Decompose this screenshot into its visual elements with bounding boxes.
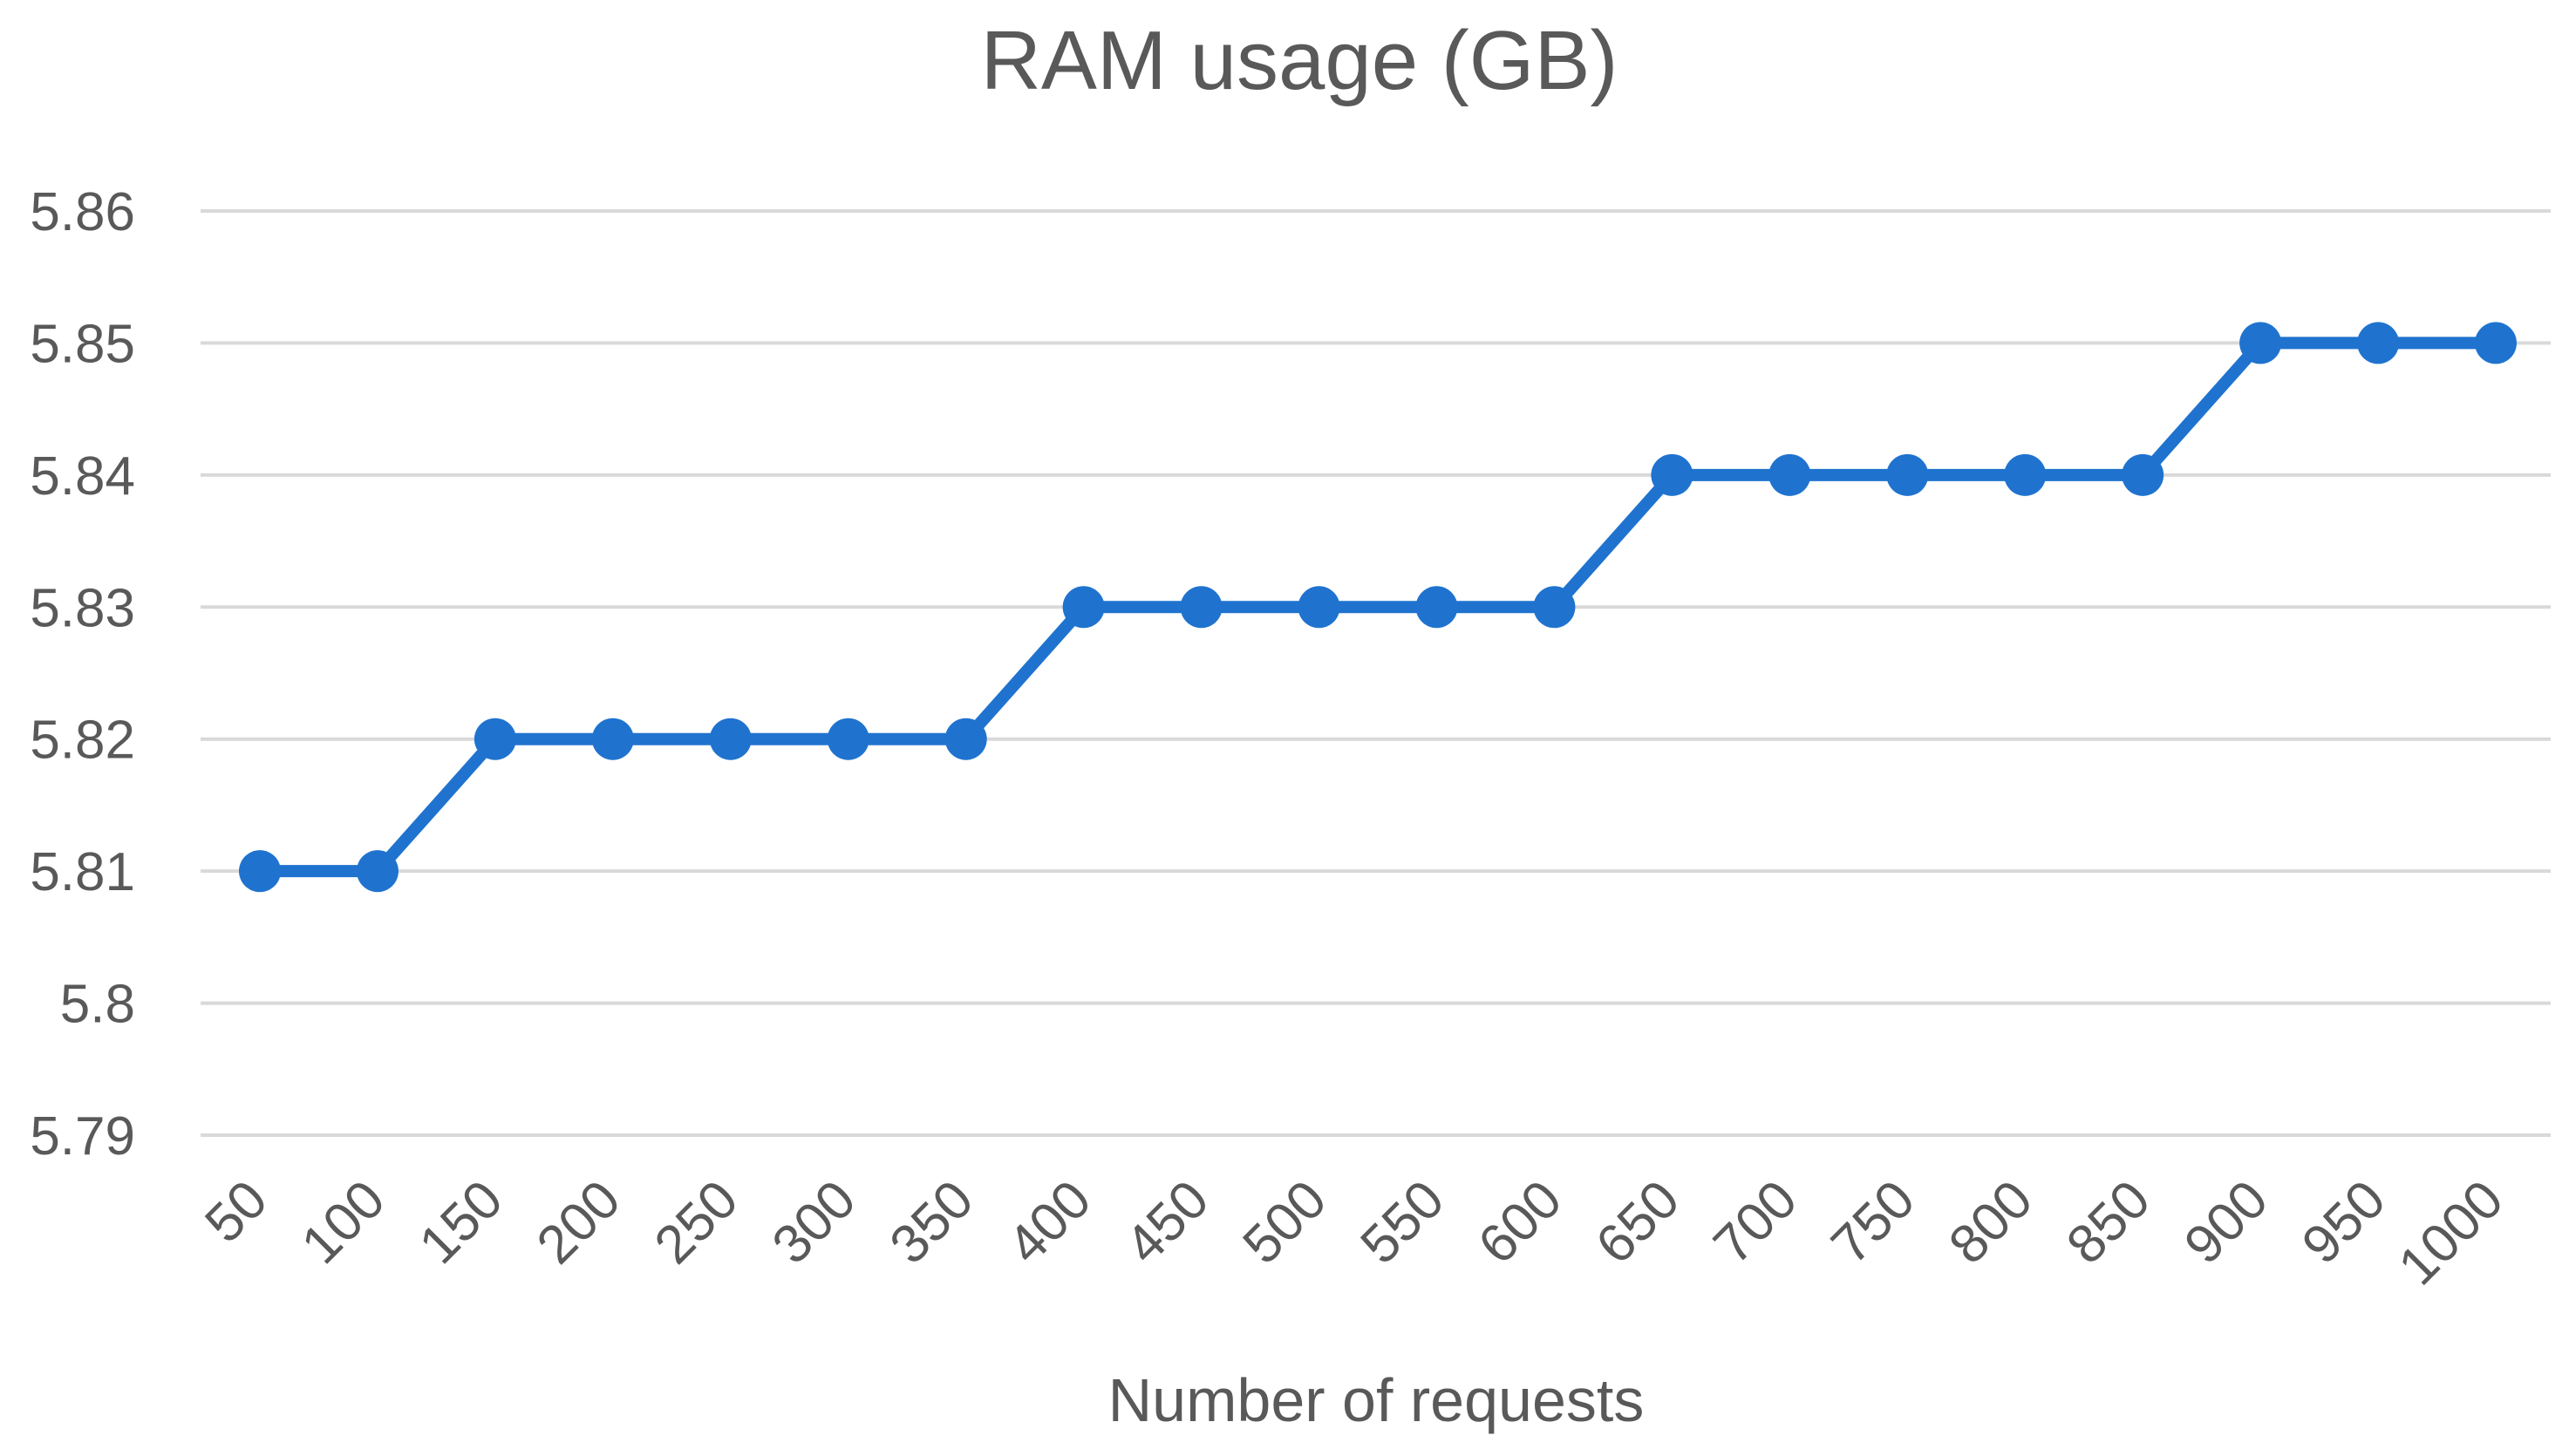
x-tick-label: 1000 — [2388, 1169, 2515, 1296]
data-point — [1298, 586, 1340, 629]
x-tick-label: 300 — [761, 1169, 868, 1276]
data-point — [2239, 322, 2282, 364]
data-series — [239, 322, 2517, 893]
y-axis-tick-labels: 5.86 5.85 5.84 5.83 5.82 5.81 5.8 5.79 — [30, 182, 135, 1167]
data-point — [1180, 586, 1223, 629]
x-tick-label: 950 — [2291, 1169, 2397, 1276]
data-point — [1768, 453, 1811, 496]
x-axis-tick-labels: 50 100 150 200 250 300 350 400 450 500 550 600 650 70… — [194, 1169, 2515, 1296]
data-point — [2475, 322, 2517, 364]
x-tick-label: 350 — [879, 1169, 985, 1276]
data-point — [474, 718, 516, 760]
x-tick-label: 450 — [1114, 1169, 1221, 1276]
data-point — [1651, 453, 1693, 496]
x-tick-label: 250 — [644, 1169, 750, 1276]
y-tick-label: 5.82 — [30, 711, 135, 771]
gridlines — [201, 209, 2551, 1137]
x-tick-label: 600 — [1467, 1169, 1573, 1276]
data-point — [1415, 586, 1458, 629]
x-tick-label: 150 — [408, 1169, 514, 1276]
x-tick-label: 650 — [1584, 1169, 1691, 1276]
y-tick-label: 5.81 — [30, 842, 135, 902]
data-point — [2004, 453, 2047, 496]
data-point — [944, 718, 987, 760]
data-point — [2357, 322, 2400, 364]
data-point — [239, 850, 281, 893]
y-tick-label: 5.79 — [30, 1106, 135, 1167]
data-point — [1533, 586, 1576, 629]
x-tick-label: 850 — [2055, 1169, 2162, 1276]
x-tick-label: 500 — [1231, 1169, 1338, 1276]
chart-title: RAM usage (GB) — [981, 14, 1618, 107]
x-tick-label: 400 — [997, 1169, 1103, 1276]
data-point — [356, 850, 399, 893]
y-tick-label: 5.83 — [30, 578, 135, 638]
x-tick-label: 50 — [194, 1169, 279, 1255]
x-axis-title: Number of requests — [1108, 1366, 1645, 1434]
y-tick-label: 5.84 — [30, 446, 135, 507]
y-tick-label: 5.86 — [30, 182, 135, 242]
data-point — [827, 718, 869, 760]
x-tick-label: 800 — [1938, 1169, 2044, 1276]
x-tick-label: 750 — [1820, 1169, 1926, 1276]
data-point — [1062, 586, 1105, 629]
y-tick-label: 5.85 — [30, 314, 135, 374]
data-point — [1886, 453, 1929, 496]
data-point — [591, 718, 634, 760]
x-tick-label: 100 — [290, 1169, 397, 1276]
x-tick-label: 700 — [1702, 1169, 1809, 1276]
x-tick-label: 550 — [1349, 1169, 1455, 1276]
data-point — [709, 718, 752, 760]
y-tick-label: 5.8 — [60, 975, 135, 1035]
x-tick-label: 900 — [2173, 1169, 2279, 1276]
x-tick-label: 200 — [526, 1169, 632, 1276]
data-point — [2122, 453, 2164, 496]
